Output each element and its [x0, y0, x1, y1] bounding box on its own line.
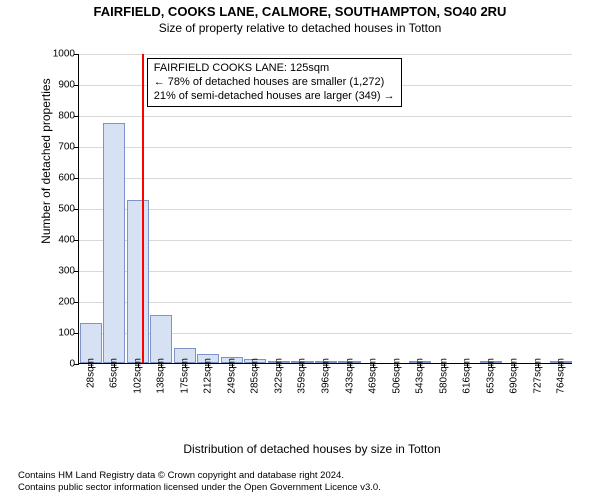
reference-infobox: FAIRFIELD COOKS LANE: 125sqm ← 78% of de…	[147, 58, 402, 107]
ytick-label: 0	[47, 359, 75, 370]
xtick-label: 65sqm	[109, 358, 120, 388]
chart-container: Number of detached properties 0100200300…	[52, 54, 572, 394]
xtick-label: 175sqm	[179, 358, 190, 394]
histogram-bar	[127, 200, 149, 363]
ytick-label: 300	[47, 266, 75, 277]
infobox-line-3: 21% of semi-detached houses are larger (…	[154, 90, 395, 104]
footer-attribution: Contains HM Land Registry data © Crown c…	[18, 470, 381, 494]
plot-area: 0100200300400500600700800900100028sqm65s…	[78, 54, 572, 364]
ytick-label: 1000	[47, 49, 75, 60]
ytick-label: 800	[47, 111, 75, 122]
xtick-label: 543sqm	[415, 358, 426, 394]
histogram-bar	[150, 315, 172, 363]
gridline	[79, 147, 572, 148]
gridline	[79, 54, 572, 55]
gridline	[79, 240, 572, 241]
xtick-label: 102sqm	[132, 358, 143, 394]
gridline	[79, 116, 572, 117]
infobox-line-2: ← 78% of detached houses are smaller (1,…	[154, 76, 395, 90]
ytick-label: 900	[47, 80, 75, 91]
infobox-line-1: FAIRFIELD COOKS LANE: 125sqm	[154, 62, 395, 76]
xtick-label: 580sqm	[438, 358, 449, 394]
gridline	[79, 302, 572, 303]
ytick-label: 500	[47, 204, 75, 215]
xtick-label: 138sqm	[156, 358, 167, 394]
xtick-label: 653sqm	[485, 358, 496, 394]
x-axis-label: Distribution of detached houses by size …	[52, 442, 572, 456]
ytick-label: 600	[47, 173, 75, 184]
ytick-label: 100	[47, 328, 75, 339]
xtick-label: 28sqm	[85, 358, 96, 388]
y-axis-label: Number of detached properties	[39, 78, 53, 243]
xtick-label: 249sqm	[226, 358, 237, 394]
xtick-label: 285sqm	[250, 358, 261, 394]
gridline	[79, 271, 572, 272]
chart-subtitle: Size of property relative to detached ho…	[0, 19, 600, 35]
xtick-label: 764sqm	[556, 358, 567, 394]
xtick-label: 690sqm	[509, 358, 520, 394]
footer-line-2: Contains public sector information licen…	[18, 482, 381, 494]
xtick-label: 727sqm	[532, 358, 543, 394]
xtick-label: 433sqm	[344, 358, 355, 394]
xtick-label: 616sqm	[462, 358, 473, 394]
xtick-label: 396sqm	[321, 358, 332, 394]
xtick-label: 322sqm	[273, 358, 284, 394]
gridline	[79, 209, 572, 210]
ytick-label: 200	[47, 297, 75, 308]
reference-line	[142, 54, 144, 363]
gridline	[79, 178, 572, 179]
histogram-bar	[80, 323, 102, 363]
chart-title: FAIRFIELD, COOKS LANE, CALMORE, SOUTHAMP…	[0, 0, 600, 19]
histogram-bar	[103, 123, 125, 363]
ytick-label: 700	[47, 142, 75, 153]
xtick-label: 506sqm	[391, 358, 402, 394]
xtick-label: 212sqm	[203, 358, 214, 394]
xtick-label: 359sqm	[297, 358, 308, 394]
xtick-label: 469sqm	[368, 358, 379, 394]
footer-line-1: Contains HM Land Registry data © Crown c…	[18, 470, 381, 482]
ytick-label: 400	[47, 235, 75, 246]
